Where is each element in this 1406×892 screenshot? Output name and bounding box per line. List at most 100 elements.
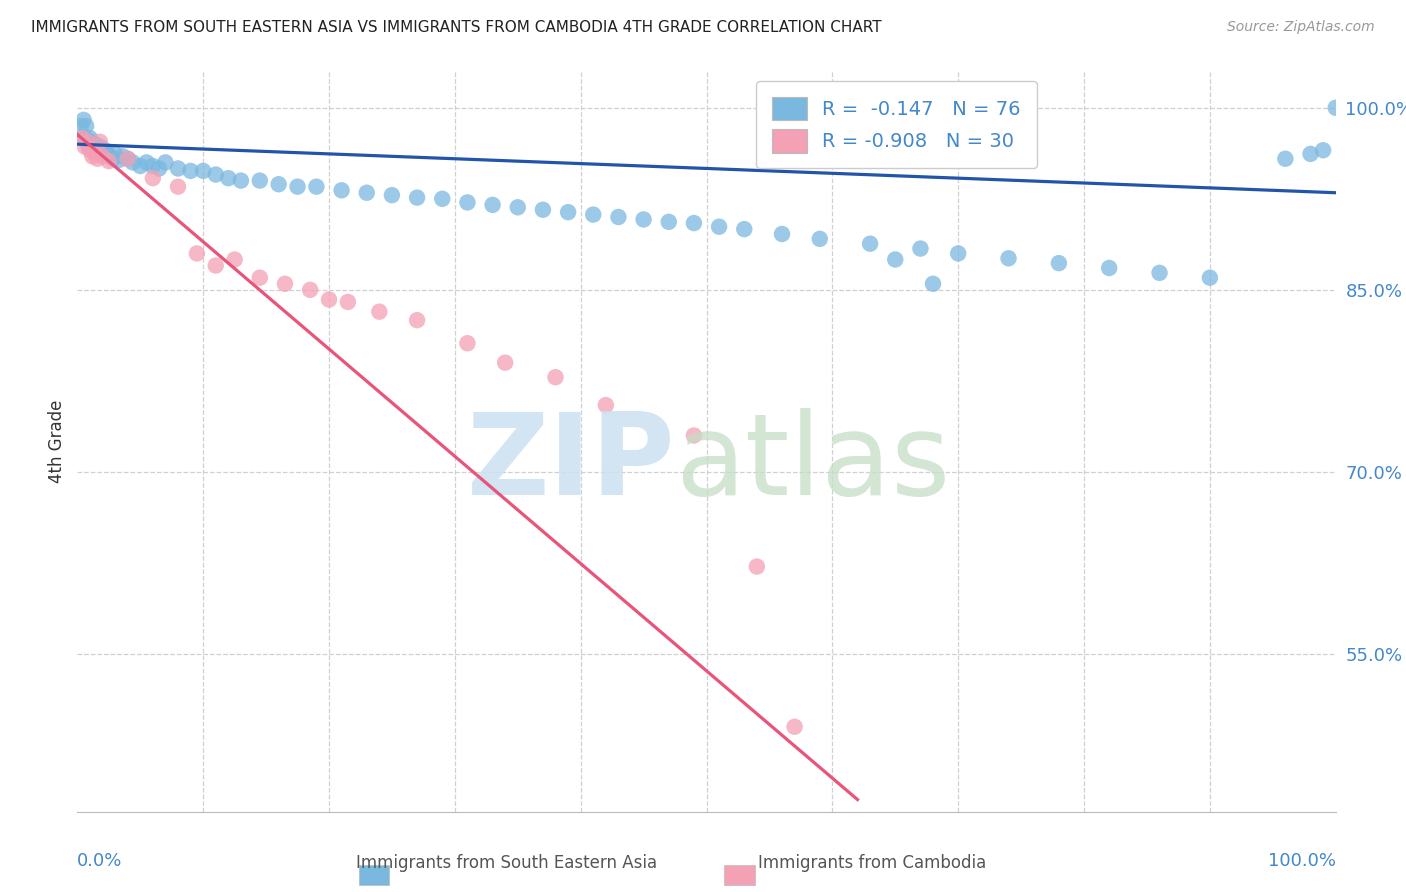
Point — [91, 149, 114, 163]
Point — [456, 336, 478, 351]
Point — [531, 202, 554, 217]
Point — [70, 119, 93, 133]
Point — [121, 155, 143, 169]
Point — [117, 152, 139, 166]
Text: atlas: atlas — [675, 409, 950, 519]
Point — [770, 227, 793, 241]
Point — [129, 159, 152, 173]
Point — [155, 155, 177, 169]
Point — [72, 112, 94, 127]
Point — [108, 153, 131, 167]
Text: IMMIGRANTS FROM SOUTH EASTERN ASIA VS IMMIGRANTS FROM CAMBODIA 4TH GRADE CORRELA: IMMIGRANTS FROM SOUTH EASTERN ASIA VS IM… — [31, 20, 882, 35]
Point — [191, 164, 215, 178]
Point — [86, 152, 108, 166]
Point — [96, 147, 118, 161]
Point — [135, 155, 157, 169]
Legend: R =  -0.147   N = 76, R = -0.908   N = 30: R = -0.147 N = 76, R = -0.908 N = 30 — [756, 81, 1036, 169]
Text: 0.0%: 0.0% — [77, 853, 122, 871]
Point — [84, 147, 107, 161]
Point — [318, 293, 340, 307]
Point — [683, 216, 706, 230]
Point — [859, 236, 882, 251]
Point — [381, 188, 404, 202]
Point — [76, 135, 98, 149]
Point — [249, 270, 271, 285]
Point — [607, 210, 630, 224]
Point — [368, 304, 391, 318]
Point — [142, 159, 165, 173]
Point — [142, 171, 165, 186]
Point — [249, 173, 271, 187]
Point — [82, 139, 104, 153]
Text: 100.0%: 100.0% — [1268, 853, 1336, 871]
Text: Immigrants from South Eastern Asia: Immigrants from South Eastern Asia — [356, 855, 657, 872]
Point — [633, 212, 655, 227]
Point — [76, 135, 98, 149]
Point — [783, 720, 806, 734]
Point — [167, 161, 190, 176]
Point — [217, 171, 239, 186]
Point — [494, 356, 516, 370]
Point — [948, 246, 970, 260]
Point — [733, 222, 755, 236]
Point — [544, 370, 567, 384]
Point — [481, 198, 503, 212]
Point — [1299, 147, 1322, 161]
Y-axis label: 4th Grade: 4th Grade — [48, 400, 66, 483]
Point — [884, 252, 907, 267]
Point — [1098, 260, 1121, 275]
Point — [557, 205, 579, 219]
Point — [73, 131, 96, 145]
Point — [683, 428, 706, 442]
Point — [75, 119, 97, 133]
Point — [84, 139, 107, 153]
Point — [456, 195, 478, 210]
Point — [82, 149, 104, 163]
Point — [1312, 143, 1334, 157]
Point — [90, 143, 112, 157]
Point — [406, 191, 429, 205]
Point — [167, 179, 190, 194]
Point — [305, 179, 328, 194]
Point — [658, 215, 681, 229]
Point — [89, 139, 111, 153]
Point — [79, 131, 101, 145]
Point — [89, 135, 111, 149]
Point — [406, 313, 429, 327]
Point — [287, 179, 309, 194]
Point — [229, 173, 252, 187]
Point — [997, 252, 1019, 266]
Point — [180, 164, 202, 178]
Point — [922, 277, 945, 291]
Point — [224, 252, 246, 267]
Point — [1047, 256, 1070, 270]
Point — [356, 186, 378, 200]
Text: Source: ZipAtlas.com: Source: ZipAtlas.com — [1227, 20, 1375, 34]
Point — [204, 259, 226, 273]
Point — [111, 149, 134, 163]
Point — [1149, 266, 1171, 280]
Point — [79, 137, 101, 152]
Point — [595, 398, 617, 412]
Point — [204, 168, 226, 182]
Point — [97, 154, 120, 169]
Point — [77, 139, 100, 153]
Point — [186, 246, 208, 260]
Point — [94, 143, 117, 157]
Point — [745, 559, 768, 574]
Text: Immigrants from Cambodia: Immigrants from Cambodia — [758, 855, 986, 872]
Point — [87, 143, 110, 157]
Text: ZIP: ZIP — [467, 409, 675, 519]
Point — [336, 295, 359, 310]
Point — [267, 178, 290, 192]
Point — [101, 152, 124, 166]
Point — [808, 232, 831, 246]
Point — [80, 135, 103, 149]
Point — [93, 147, 115, 161]
Point — [910, 242, 932, 256]
Point — [1274, 152, 1296, 166]
Point — [582, 208, 605, 222]
Point — [707, 219, 730, 234]
Point — [79, 143, 101, 157]
Point — [274, 277, 297, 291]
